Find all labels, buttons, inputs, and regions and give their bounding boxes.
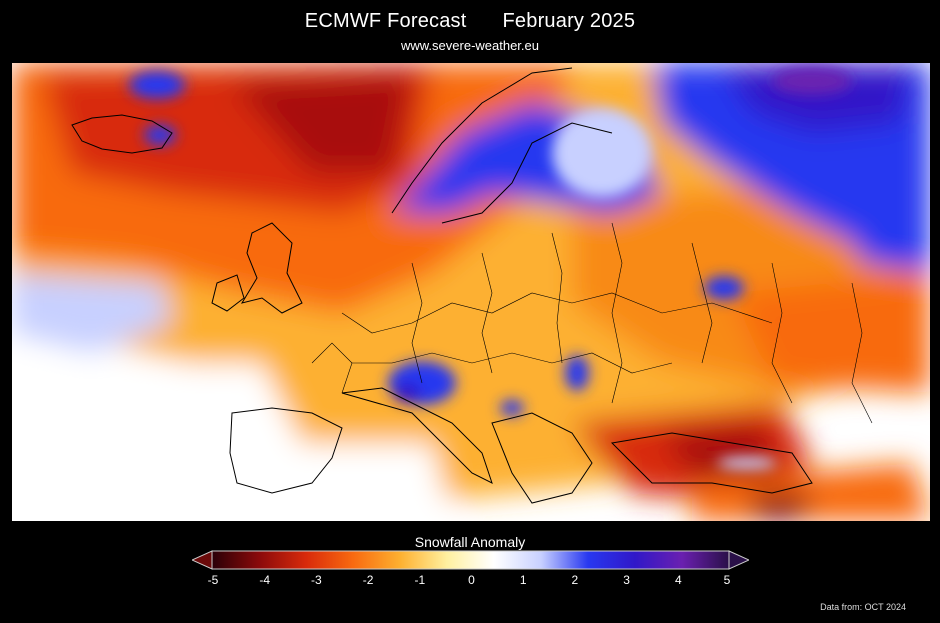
anatolia-coast <box>610 432 813 494</box>
great-britain-outline <box>240 222 303 314</box>
country-borders <box>311 222 873 424</box>
anomaly-detail <box>129 67 852 469</box>
forecast-title: ECMWF Forecast <box>304 10 467 32</box>
website-url: www.severe-weather.eu <box>400 38 539 53</box>
snowfall-anomaly-map <box>12 63 930 521</box>
tick-label: 3 <box>623 573 630 587</box>
anomaly-field <box>12 63 930 521</box>
colorbar-bar <box>211 550 730 570</box>
iberia-outline <box>229 407 343 494</box>
tick-label: -5 <box>207 573 219 587</box>
legend-title: Snowfall Anomaly <box>414 534 526 550</box>
map-title: ECMWF Forecast February 2025 <box>0 10 940 33</box>
tick-label: -1 <box>414 573 426 587</box>
ireland-outline <box>211 274 245 312</box>
tick-label: 5 <box>723 573 731 587</box>
italy-coast <box>341 387 493 484</box>
coastlines <box>71 67 813 504</box>
forecast-period: February 2025 <box>502 10 636 32</box>
scandinavia-coast <box>391 67 613 224</box>
tick-label: 4 <box>674 573 682 587</box>
iceland-outline <box>71 114 173 154</box>
tick-label: -2 <box>362 573 374 587</box>
tick-label: -4 <box>259 573 271 587</box>
colorbar-min-arrow <box>192 550 213 570</box>
tick-label: 2 <box>571 573 579 587</box>
colorbar-max-arrow <box>728 550 749 570</box>
data-source-note: Data from: OCT 2024 <box>820 602 906 612</box>
map-canvas <box>12 63 930 521</box>
colorbar-tick-labels: -5 -4 -3 -2 -1 0 1 2 3 4 5 <box>0 573 940 589</box>
balkans-coast <box>491 412 593 504</box>
tick-label: 0 <box>468 573 475 587</box>
tick-label: -3 <box>311 573 322 587</box>
colorbar <box>192 550 749 570</box>
tick-label: 1 <box>519 573 527 587</box>
